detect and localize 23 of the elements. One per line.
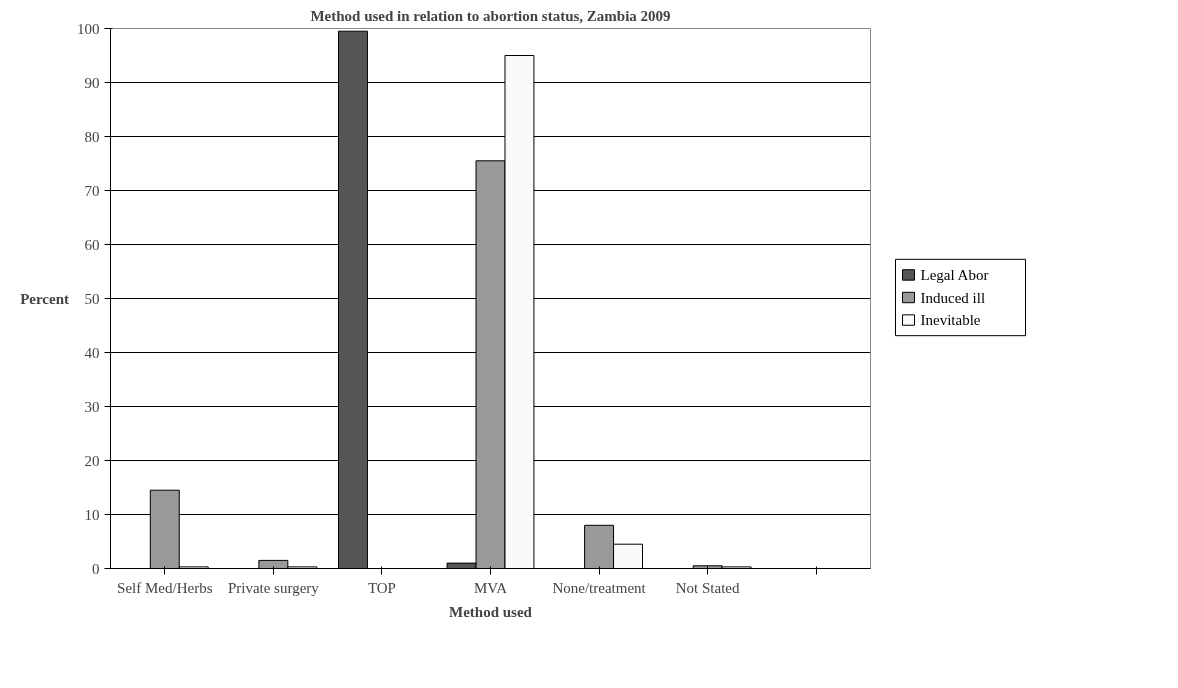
y-axis-title: Percent	[20, 290, 70, 307]
x-tick-label: Not Stated	[675, 579, 741, 596]
y-tick-label: 40	[84, 344, 100, 361]
x-tick-label: MVA	[473, 579, 508, 596]
y-tick-label: 80	[84, 128, 100, 145]
x-tick-label: Private surgery	[227, 579, 320, 596]
x-tick-label: TOP	[367, 579, 396, 596]
chart-title: Method used in relation to abortion status, Zambia 2009	[310, 7, 671, 24]
y-tick-label: 20	[84, 452, 100, 469]
y-tick-label: 70	[84, 182, 100, 199]
legend-label: Legal Abor	[920, 266, 989, 283]
x-tick-label: None/treatment	[552, 579, 647, 596]
y-tick-label: 0	[92, 560, 100, 577]
y-tick-label: 100	[77, 20, 100, 37]
y-tick-label: 90	[84, 74, 100, 91]
y-tick-label: 30	[84, 398, 100, 415]
legend-label: Inevitable	[920, 312, 981, 329]
legend-label: Induced ill	[920, 289, 986, 306]
y-tick-label: 50	[84, 290, 100, 307]
x-tick-label: Self Med/Herbs	[117, 579, 213, 596]
x-axis-title: Method used	[449, 603, 533, 620]
y-tick-label: 60	[84, 236, 100, 253]
y-tick-label: 10	[84, 506, 100, 523]
